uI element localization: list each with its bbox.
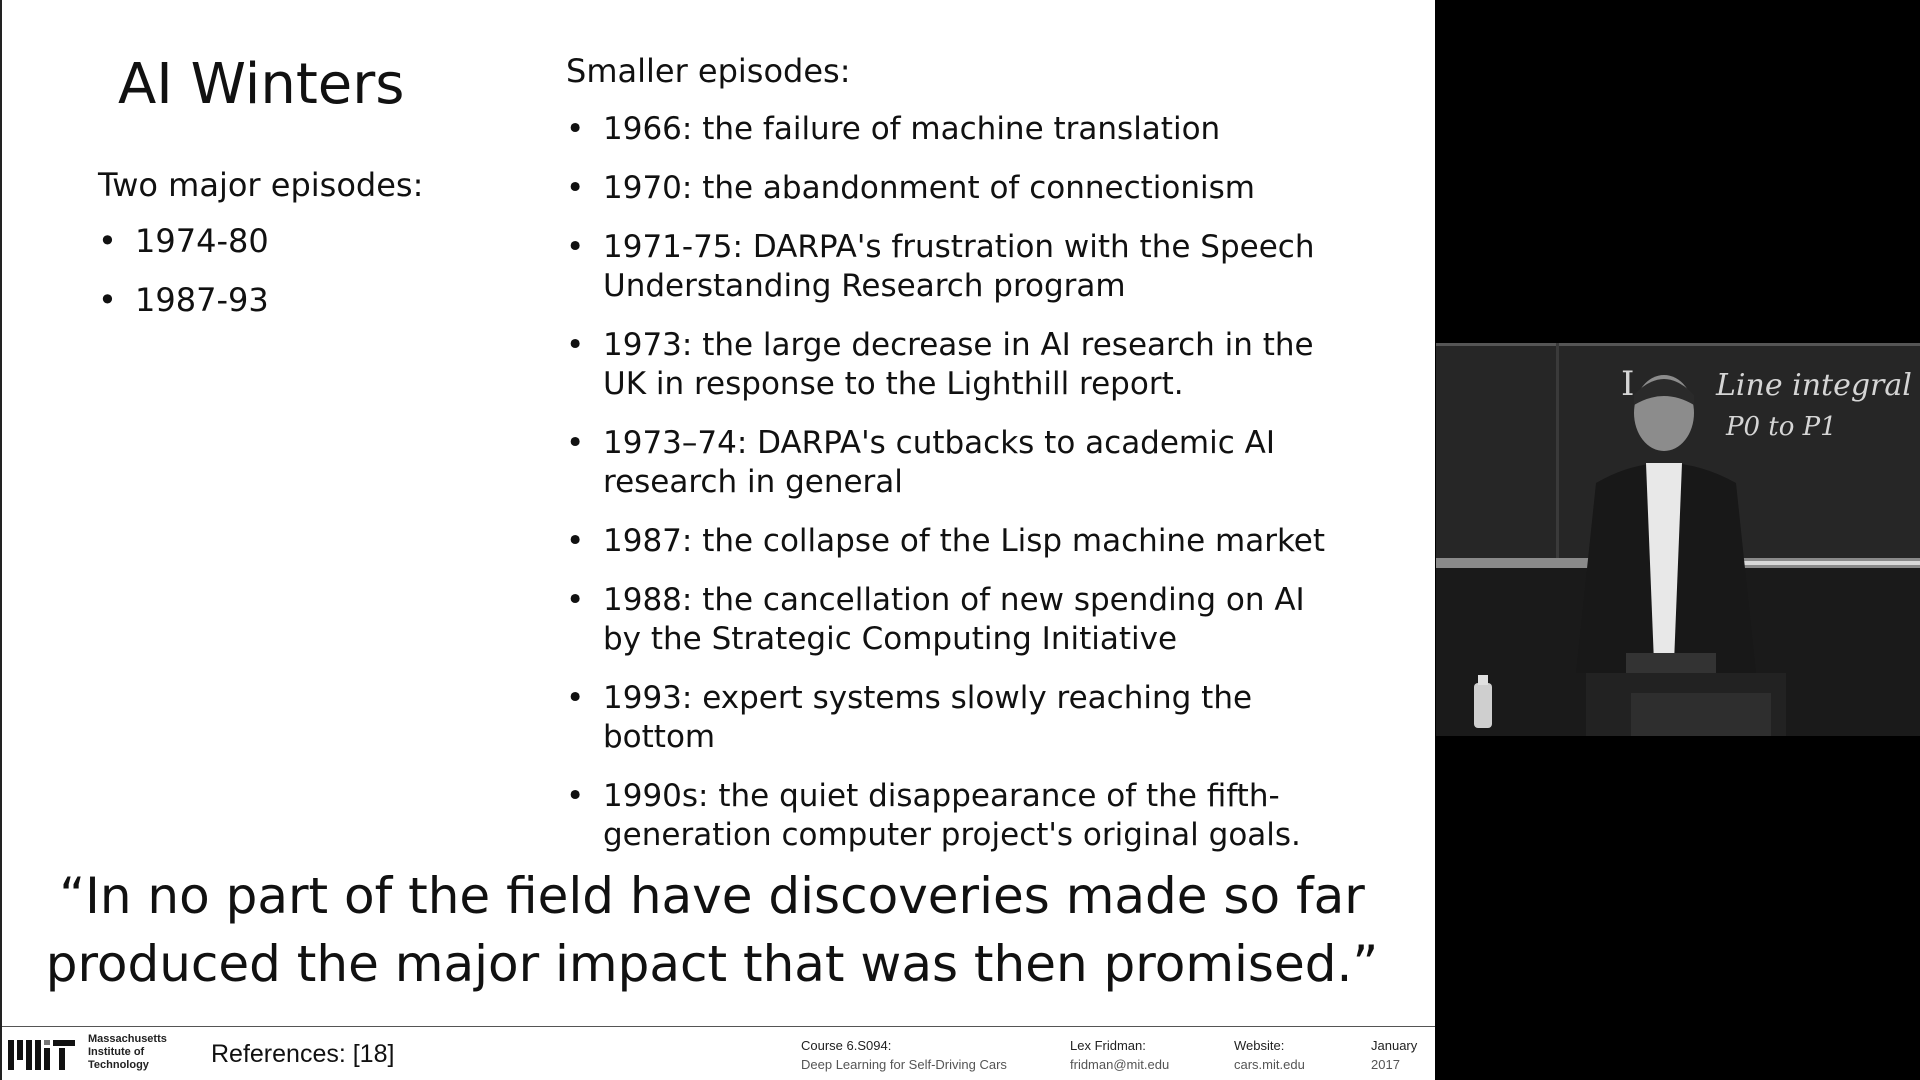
- smaller-episodes-heading: Smaller episodes:: [566, 52, 851, 90]
- list-item: 1973: the large decrease in AI research …: [566, 326, 1346, 404]
- list-item: 1966: the failure of machine translation: [566, 110, 1346, 149]
- smaller-episodes-list: 1966: the failure of machine translation…: [566, 110, 1346, 875]
- major-episodes-heading: Two major episodes:: [98, 166, 424, 204]
- svg-text:I: I: [1621, 364, 1634, 404]
- list-item: 1993: expert systems slowly reaching the…: [566, 679, 1346, 757]
- references: References: [18]: [211, 1040, 395, 1068]
- author-info: Lex Fridman: fridman@mit.edu: [1070, 1038, 1170, 1072]
- list-item: 1988: the cancellation of new spending o…: [566, 581, 1346, 659]
- slide-footer: Massachusetts Institute of Technology Re…: [2, 1026, 1435, 1080]
- slide-title: AI Winters: [118, 52, 405, 117]
- lecturer-video: Line integral o P0 to P1 I: [1436, 343, 1920, 736]
- website-info: Website: cars.mit.edu: [1234, 1038, 1305, 1072]
- list-item: 1987-93: [98, 281, 269, 340]
- list-item: 1973–74: DARPA's cutbacks to academic AI…: [566, 424, 1346, 502]
- list-item: 1970: the abandonment of connectionism: [566, 169, 1346, 208]
- list-item: 1987: the collapse of the Lisp machine m…: [566, 522, 1346, 561]
- board-writing: Line integral o: [1715, 368, 1920, 403]
- slide: AI Winters Two major episodes: 1974-80 1…: [0, 0, 1435, 1080]
- course-info: Course 6.S094: Deep Learning for Self-Dr…: [801, 1038, 1007, 1072]
- institute-name: Massachusetts Institute of Technology: [88, 1033, 167, 1071]
- list-item: 1974-80: [98, 222, 269, 281]
- major-episodes-list: 1974-80 1987-93: [98, 222, 269, 340]
- mit-logo-icon: [8, 1040, 75, 1070]
- list-item: 1990s: the quiet disappearance of the fi…: [566, 777, 1346, 855]
- board-writing: P0 to P1: [1725, 412, 1837, 442]
- date-info: January 2017: [1371, 1038, 1418, 1072]
- video-frame: Line integral o P0 to P1 I: [1436, 343, 1920, 736]
- quote: “In no part of the field have discoverie…: [45, 867, 1379, 993]
- list-item: 1971-75: DARPA's frustration with the Sp…: [566, 228, 1346, 306]
